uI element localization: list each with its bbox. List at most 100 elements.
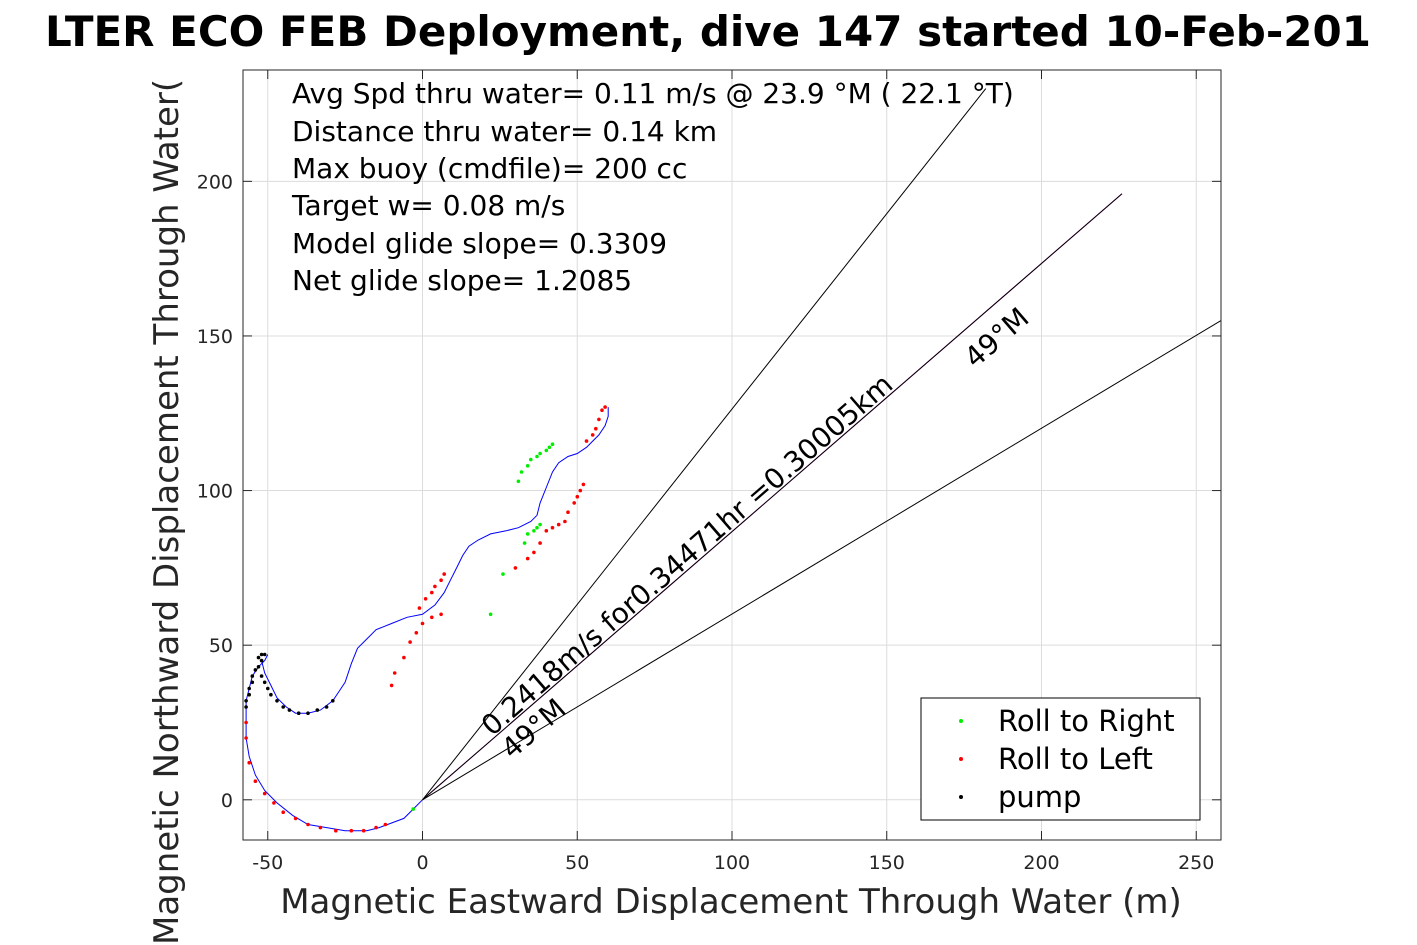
roll-right-point	[535, 454, 539, 459]
y-tick-label: 50	[209, 635, 233, 657]
roll-left-point	[430, 590, 434, 595]
roll-left-point	[575, 494, 580, 499]
pump-point	[281, 705, 286, 709]
roll-left-point	[318, 825, 323, 830]
roll-left-point	[590, 433, 595, 437]
roll-left-point	[433, 584, 437, 589]
roll-left-point	[550, 525, 555, 530]
roll-right-point	[529, 457, 533, 462]
pump-point	[262, 680, 267, 685]
roll-right-point	[538, 522, 542, 527]
legend-marker-roll-right	[959, 719, 963, 723]
roll-left-point	[566, 510, 570, 514]
roll-left-point	[439, 612, 443, 617]
stat-net-glide-slope: Net glide slope= 1.2085	[292, 264, 632, 297]
stat-max-buoy: Max buoy (cmdfile)= 200 cc	[292, 152, 687, 185]
legend-label-roll-left: Roll to Left	[998, 742, 1153, 776]
roll-left-point	[244, 736, 248, 740]
roll-left-point	[414, 631, 419, 635]
heading-1-line	[422, 88, 987, 801]
roll-left-point	[581, 482, 586, 487]
roll-left-point	[272, 801, 276, 805]
roll-left-point	[439, 578, 443, 582]
roll-left-point	[572, 501, 576, 505]
pump-point	[269, 692, 273, 697]
x-tick-label: 100	[714, 852, 750, 874]
roll-left-point	[544, 529, 549, 533]
roll-left-point	[563, 519, 567, 524]
pump-point	[331, 699, 335, 703]
roll-left-point	[247, 760, 251, 765]
roll-right-point	[516, 479, 521, 484]
x-tick-label: -50	[252, 852, 283, 874]
x-axis-label: Magnetic Eastward Displacement Through W…	[280, 882, 1182, 922]
roll-left-point	[244, 720, 248, 725]
roll-left-point	[600, 408, 604, 413]
roll-left-point	[392, 671, 397, 675]
roll-right-point	[547, 445, 552, 450]
roll-right-point	[411, 807, 416, 811]
pump-point	[306, 711, 310, 715]
pump-point	[253, 668, 258, 672]
roll-left-point	[525, 556, 530, 561]
roll-left-point	[420, 621, 425, 626]
roll-right-point	[538, 451, 542, 456]
pump-point	[259, 652, 264, 657]
roll-left-point	[293, 816, 298, 821]
roll-left-point	[402, 655, 406, 660]
roll-left-point	[417, 606, 422, 610]
data-points	[244, 405, 607, 833]
pump-point	[247, 686, 251, 691]
pump-point	[275, 699, 279, 703]
roll-left-point	[556, 522, 561, 527]
roll-right-point	[522, 541, 527, 545]
roll-left-point	[513, 566, 518, 570]
roll-left-point	[430, 615, 434, 620]
x-tick-label: 250	[1178, 852, 1214, 874]
pump-point	[262, 652, 267, 657]
roll-left-point	[389, 683, 394, 688]
pump-point	[244, 699, 248, 703]
y-axis-label: Magnetic Northward Displacement Through …	[147, 79, 187, 945]
stat-model-glide-slope: Model glide slope= 0.3309	[292, 227, 667, 260]
pump-point	[324, 705, 329, 709]
pump-point	[315, 708, 320, 712]
roll-right-point	[532, 529, 536, 533]
pump-point	[256, 655, 261, 660]
roll-left-point	[578, 488, 583, 493]
roll-left-point	[306, 822, 310, 827]
pump-point	[259, 674, 264, 678]
legend-label-roll-right: Roll to Right	[998, 704, 1175, 738]
heading-2-line	[422, 320, 1221, 801]
roll-left-point	[349, 828, 354, 833]
legend-marker-pump	[959, 795, 963, 799]
roll-left-point	[597, 417, 601, 422]
pump-point	[250, 680, 255, 685]
legend: Roll to Right Roll to Left pump	[920, 697, 1201, 821]
roll-left-point	[538, 541, 542, 545]
legend-box	[920, 697, 1201, 821]
y-tick-label: 100	[197, 481, 233, 503]
roll-right-point	[501, 572, 505, 576]
pump-point	[247, 692, 251, 697]
heading-3-line	[422, 193, 1123, 801]
pump-point	[296, 711, 301, 715]
pump-point	[287, 708, 292, 712]
axis-ticks	[243, 70, 1221, 840]
roll-left-point	[442, 572, 447, 576]
roll-left-point	[584, 439, 589, 443]
pump-point	[256, 665, 261, 669]
roll-left-point	[262, 791, 267, 796]
y-tick-label: 150	[197, 326, 233, 348]
x-tick-label: 200	[1023, 852, 1059, 874]
stat-target-w: Target w= 0.08 m/s	[291, 189, 565, 222]
stats-annotation: Avg Spd thru water= 0.11 m/s @ 23.9 °M (…	[291, 77, 1014, 297]
x-tick-label: 0	[416, 852, 428, 874]
roll-right-point	[544, 448, 549, 453]
roll-right-point	[525, 464, 530, 468]
pump-point	[266, 686, 270, 691]
roll-right-point	[519, 470, 524, 474]
roll-left-point	[408, 640, 412, 644]
y-tick-label: 200	[197, 171, 233, 193]
